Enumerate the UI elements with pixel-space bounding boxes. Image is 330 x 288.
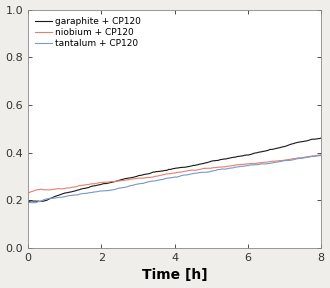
niobium + CP120 (56, 187, 60, 190)
tantalum + CP120 (30, 201, 34, 204)
garaphite + CP120 (145, 173, 148, 176)
garaphite + CP120 (26, 200, 30, 204)
niobium + CP120 (227, 164, 231, 168)
garaphite + CP120 (227, 156, 231, 160)
garaphite + CP120 (260, 150, 264, 154)
tantalum + CP120 (255, 163, 259, 166)
tantalum + CP120 (318, 154, 322, 157)
Legend: garaphite + CP120, niobium + CP120, tantalum + CP120: garaphite + CP120, niobium + CP120, tant… (33, 14, 144, 51)
garaphite + CP120 (56, 194, 60, 197)
tantalum + CP120 (26, 201, 30, 204)
Line: niobium + CP120: niobium + CP120 (28, 155, 321, 193)
niobium + CP120 (145, 176, 148, 179)
X-axis label: Time [h]: Time [h] (142, 268, 207, 283)
tantalum + CP120 (56, 196, 60, 199)
garaphite + CP120 (155, 170, 159, 173)
niobium + CP120 (254, 162, 258, 165)
niobium + CP120 (260, 161, 264, 164)
tantalum + CP120 (145, 181, 149, 184)
tantalum + CP120 (227, 166, 231, 170)
tantalum + CP120 (319, 154, 323, 157)
garaphite + CP120 (254, 151, 258, 155)
Line: garaphite + CP120: garaphite + CP120 (28, 138, 321, 202)
tantalum + CP120 (155, 179, 159, 182)
niobium + CP120 (319, 153, 323, 156)
niobium + CP120 (318, 153, 322, 156)
Line: tantalum + CP120: tantalum + CP120 (28, 156, 321, 203)
tantalum + CP120 (260, 162, 264, 166)
garaphite + CP120 (319, 137, 323, 140)
niobium + CP120 (155, 175, 159, 178)
niobium + CP120 (26, 191, 30, 194)
